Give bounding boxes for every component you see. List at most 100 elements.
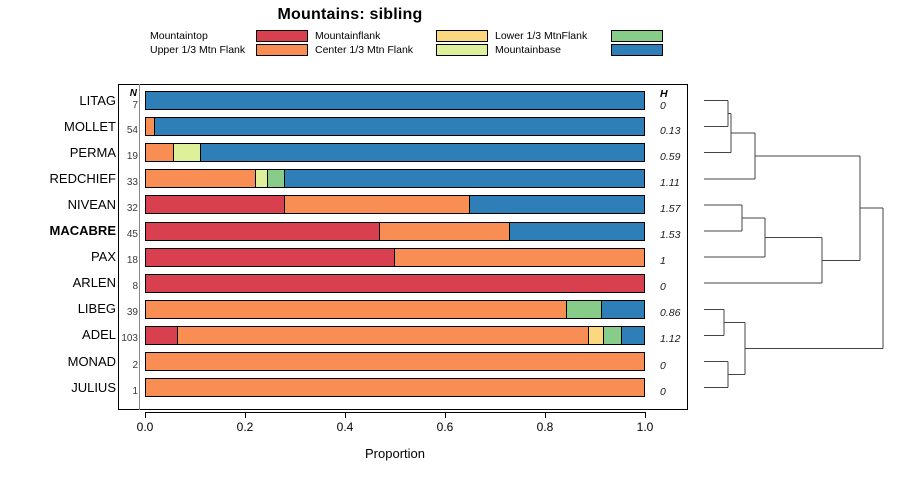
bar-segment	[146, 118, 155, 136]
bar-segment	[146, 300, 567, 318]
axis-tick	[445, 412, 446, 418]
legend-swatch-center-third	[436, 44, 488, 56]
h-value: 0.59	[660, 150, 681, 163]
axis-tick-label: 0.2	[236, 420, 254, 434]
axis-tick-label: 0.0	[136, 420, 154, 434]
h-value: 0	[660, 281, 666, 294]
legend-entry: Upper 1/3 Mtn Flank	[150, 43, 315, 57]
bar-segment	[154, 118, 644, 136]
n-value: 103	[121, 333, 138, 345]
stacked-bar[interactable]	[145, 143, 645, 163]
n-value: 18	[126, 255, 138, 267]
bar-segment	[146, 92, 644, 109]
axis-tick-label: 0.6	[436, 420, 454, 434]
x-axis-line	[145, 412, 645, 413]
bar-segment	[146, 196, 286, 214]
bar-segment	[146, 248, 395, 266]
bar-segment	[268, 170, 286, 188]
bar-segment	[146, 326, 179, 344]
n-value: 19	[126, 150, 138, 162]
h-value: 0.86	[660, 307, 681, 320]
axis-tick	[545, 412, 546, 418]
axis-tick	[245, 412, 246, 418]
bar-segment	[589, 326, 605, 344]
legend-swatch-mountainflank	[436, 30, 488, 42]
bar-segment	[146, 353, 644, 370]
stacked-bar[interactable]	[145, 273, 645, 293]
bar-segment	[146, 222, 381, 240]
legend-label: Center 1/3 Mtn Flank	[315, 44, 414, 56]
stacked-bar[interactable]	[145, 378, 645, 398]
h-value: 1.57	[660, 202, 681, 215]
legend-entry: Lower 1/3 MtnFlank	[495, 29, 670, 43]
bar-segment	[509, 222, 644, 240]
bar-segment	[469, 196, 644, 214]
stacked-bar[interactable]	[145, 352, 645, 371]
row-label: LITAG	[79, 92, 116, 108]
row-label: REDCHIEF	[49, 170, 116, 186]
bar-segment	[601, 300, 644, 318]
bar-segment	[173, 144, 201, 162]
bar-segment	[146, 379, 644, 397]
legend-label: Upper 1/3 Mtn Flank	[150, 44, 246, 56]
row-label: MOLLET	[63, 118, 116, 134]
h-value: 1	[660, 255, 666, 268]
stacked-bar[interactable]	[145, 325, 645, 345]
h-value: 0.13	[660, 124, 681, 137]
bar-segment	[146, 274, 644, 292]
axis-tick-label: 0.4	[336, 420, 354, 434]
bar-segment	[285, 170, 644, 188]
h-value: 1.53	[660, 229, 681, 241]
n-column-divider	[139, 84, 140, 410]
legend-column-2: Mountainflank Center 1/3 Mtn Flank	[315, 29, 495, 57]
stacked-bar[interactable]	[145, 91, 645, 110]
h-value: 0	[660, 385, 666, 398]
stacked-bar[interactable]	[145, 117, 645, 137]
axis-tick-label: 1.0	[636, 420, 654, 434]
dendrogram	[700, 84, 900, 410]
legend-column-3: Lower 1/3 MtnFlank Mountainbase	[495, 29, 670, 57]
legend-label: Lower 1/3 MtnFlank	[495, 30, 588, 42]
legend-entry: Mountainbase	[495, 43, 670, 57]
bar-segment	[395, 248, 644, 266]
row-label: NIVEAN	[67, 196, 116, 212]
legend-swatch-mountainbase	[611, 44, 663, 56]
h-value: 0	[660, 359, 666, 372]
stacked-bar[interactable]	[145, 195, 645, 215]
x-axis-label: Proportion	[365, 446, 425, 461]
bar-segment	[255, 170, 269, 188]
n-value-column: N 7 54 19 33 32 45 18 8 39 103 2 1	[118, 0, 140, 480]
axis-tick	[345, 412, 346, 418]
row-label: ADEL	[82, 327, 116, 343]
n-value: 33	[126, 176, 138, 188]
bar-segment	[621, 326, 644, 344]
bar-segment	[604, 326, 622, 344]
legend-entry: Mountaintop	[150, 29, 315, 43]
bar-segment	[200, 144, 644, 162]
stacked-bar[interactable]	[145, 221, 645, 241]
row-label-column: LITAG MOLLET PERMA REDCHIEF NIVEAN MACABRE PAX…	[0, 0, 116, 480]
legend-entry: Mountainflank	[315, 29, 495, 43]
n-value: 7	[132, 99, 138, 111]
bar-segment	[146, 144, 174, 162]
stacked-bar[interactable]	[145, 247, 645, 267]
n-value: 32	[126, 202, 138, 214]
row-label: MONAD	[67, 353, 116, 369]
bar-segment	[380, 222, 510, 240]
h-column-header: H	[660, 88, 668, 100]
bar-segment	[566, 300, 602, 318]
axis-tick-label: 0.8	[536, 420, 554, 434]
n-value: 2	[132, 359, 138, 371]
h-value-column: H 0 0.13 0.59 1.11 1.57 1.53 1 0 0.86 1.12 0 0	[660, 0, 704, 480]
legend-swatch-mountaintop	[256, 30, 308, 42]
dendrogram-svg	[704, 100, 884, 389]
row-label: MACABRE	[49, 223, 116, 238]
legend-swatch-lower-third	[611, 30, 663, 42]
stacked-bar[interactable]	[145, 299, 645, 319]
row-label: PERMA	[69, 144, 116, 160]
stacked-bar[interactable]	[145, 169, 645, 189]
chart-legend: Mountaintop Upper 1/3 Mtn Flank Mountain…	[150, 29, 670, 57]
h-value: 1.11	[660, 176, 680, 189]
